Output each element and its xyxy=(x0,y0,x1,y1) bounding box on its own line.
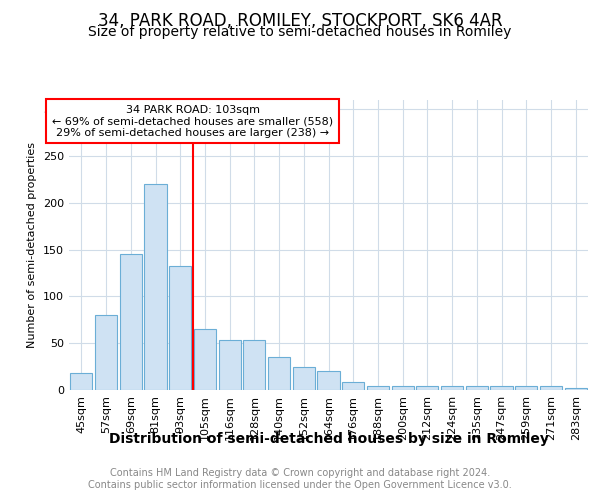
Bar xyxy=(367,386,389,390)
Text: Size of property relative to semi-detached houses in Romiley: Size of property relative to semi-detach… xyxy=(88,25,512,39)
Bar xyxy=(194,329,216,390)
Bar xyxy=(515,386,538,390)
Bar xyxy=(416,386,439,390)
Text: Contains HM Land Registry data © Crown copyright and database right 2024.: Contains HM Land Registry data © Crown c… xyxy=(110,468,490,477)
Bar xyxy=(342,382,364,390)
Bar xyxy=(268,358,290,390)
Bar xyxy=(145,184,167,390)
Text: Contains public sector information licensed under the Open Government Licence v3: Contains public sector information licen… xyxy=(88,480,512,490)
Y-axis label: Number of semi-detached properties: Number of semi-detached properties xyxy=(28,142,37,348)
Bar xyxy=(540,386,562,390)
Bar xyxy=(70,373,92,390)
Bar xyxy=(119,254,142,390)
Text: 34 PARK ROAD: 103sqm
← 69% of semi-detached houses are smaller (558)
29% of semi: 34 PARK ROAD: 103sqm ← 69% of semi-detac… xyxy=(52,104,333,138)
Bar xyxy=(293,366,315,390)
Bar xyxy=(565,388,587,390)
Bar xyxy=(218,340,241,390)
Bar xyxy=(317,372,340,390)
Bar xyxy=(243,340,265,390)
Text: 34, PARK ROAD, ROMILEY, STOCKPORT, SK6 4AR: 34, PARK ROAD, ROMILEY, STOCKPORT, SK6 4… xyxy=(98,12,502,30)
Bar xyxy=(392,386,414,390)
Bar xyxy=(466,386,488,390)
Text: Distribution of semi-detached houses by size in Romiley: Distribution of semi-detached houses by … xyxy=(109,432,549,446)
Bar xyxy=(95,315,117,390)
Bar xyxy=(169,266,191,390)
Bar xyxy=(490,386,512,390)
Bar xyxy=(441,386,463,390)
